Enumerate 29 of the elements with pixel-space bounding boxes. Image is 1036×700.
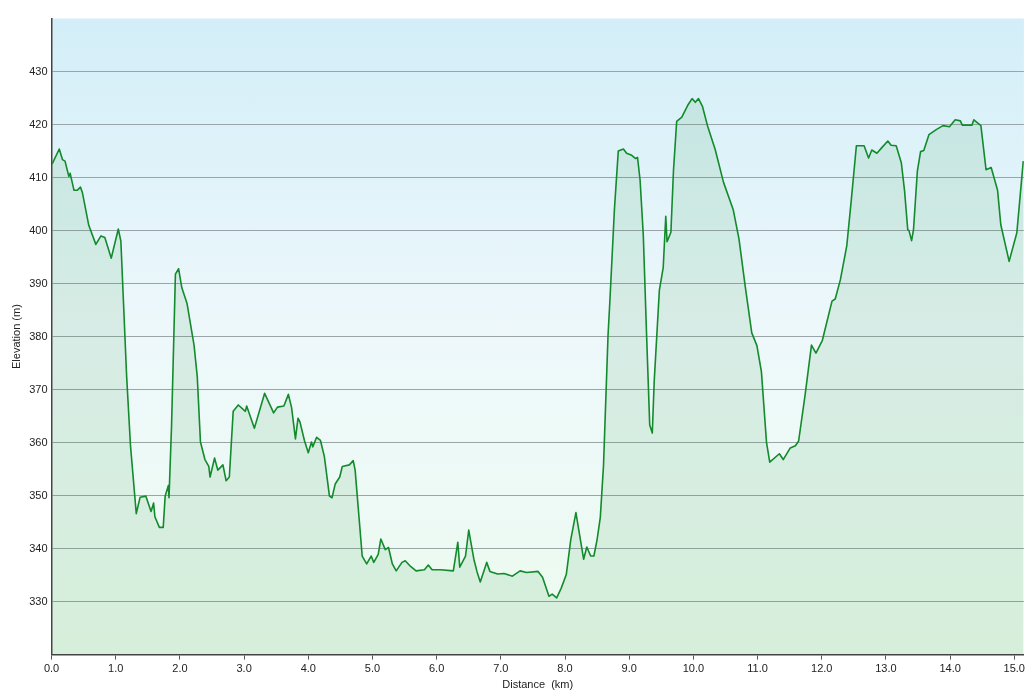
y-tick-label: 420 <box>29 117 48 130</box>
x-tick-label: 14.0 <box>939 662 961 675</box>
x-tick-label: 11.0 <box>747 662 768 675</box>
x-tick-label: 1.0 <box>108 662 124 675</box>
x-tick-label: 2.0 <box>172 662 188 675</box>
y-tick-label: 400 <box>29 223 48 236</box>
y-tick-label: 390 <box>29 276 48 289</box>
x-tick-label: 12.0 <box>811 662 833 675</box>
x-axis-title: Distance (km) <box>502 678 574 691</box>
x-tick-label: 13.0 <box>875 662 897 675</box>
x-tick-label: 3.0 <box>236 662 252 675</box>
x-tick-label: 5.0 <box>364 662 381 675</box>
y-axis-title: Elevation (m) <box>9 304 22 369</box>
y-tick-label: 330 <box>29 594 48 607</box>
y-tick-label: 430 <box>29 64 48 77</box>
x-tick-label: 8.0 <box>557 662 573 675</box>
y-tick-label: 350 <box>29 488 48 501</box>
x-tick-label: 4.0 <box>300 662 316 675</box>
x-tick-label: 0.0 <box>43 662 60 675</box>
x-tick-label: 15.0 <box>1003 662 1025 675</box>
x-tick-label: 10.0 <box>682 662 705 675</box>
y-tick-label: 410 <box>29 170 48 183</box>
y-tick-label: 360 <box>29 435 48 448</box>
x-tick-label: 6.0 <box>428 662 445 675</box>
y-tick-label: 370 <box>29 382 48 395</box>
y-tick-label: 340 <box>29 541 48 554</box>
x-tick-label: 7.0 <box>493 662 509 675</box>
y-tick-label: 380 <box>29 329 48 342</box>
x-tick-label: 9.0 <box>621 662 637 675</box>
